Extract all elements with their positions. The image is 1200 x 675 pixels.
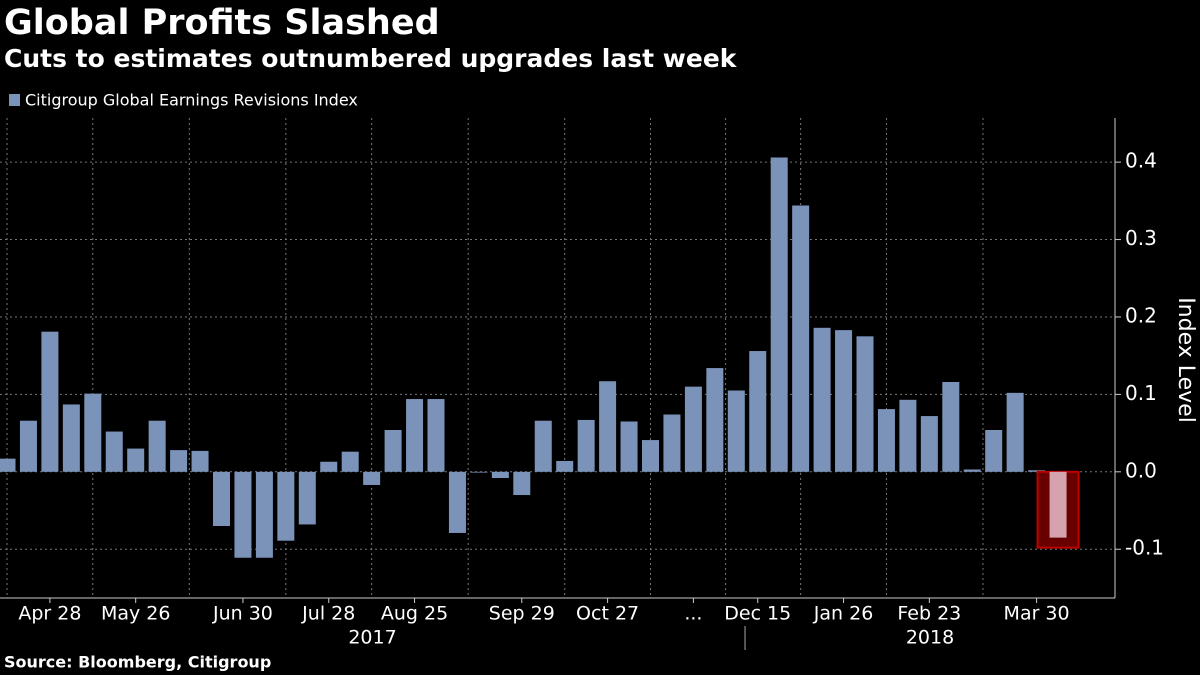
x-tick-label: ... — [684, 603, 702, 625]
x-tick-label: Aug 25 — [381, 603, 448, 625]
bar — [470, 471, 488, 473]
bar — [191, 450, 209, 472]
bar — [448, 471, 466, 533]
bar — [0, 458, 16, 472]
bar — [427, 399, 445, 472]
bar — [813, 327, 831, 472]
y-tick-label: -0.1 — [1125, 536, 1164, 560]
bar — [234, 471, 252, 558]
bar — [406, 399, 424, 472]
bar — [620, 421, 638, 472]
x-tick-label: Apr 28 — [18, 603, 81, 625]
bar — [835, 330, 853, 472]
bar — [534, 420, 552, 472]
bar — [877, 409, 895, 472]
bar — [899, 399, 917, 472]
bar — [599, 381, 617, 472]
x-tick-label: Mar 30 — [1004, 603, 1070, 625]
y-tick-label: 0.4 — [1125, 149, 1157, 173]
legend-label: Citigroup Global Earnings Revisions Inde… — [25, 91, 358, 110]
bar — [491, 471, 509, 478]
y-tick-label: 0.1 — [1125, 381, 1157, 405]
y-axis-label: Index Level — [1173, 297, 1198, 423]
bar — [148, 420, 166, 472]
x-tick-label: Oct 27 — [576, 603, 639, 625]
bar — [384, 430, 402, 472]
bar — [1049, 471, 1067, 538]
y-tick-label: 0.2 — [1125, 303, 1157, 327]
bar — [985, 430, 1003, 472]
year-label: 2018 — [906, 627, 954, 649]
bar — [19, 420, 37, 472]
source: Source: Bloomberg, Citigroup — [4, 653, 271, 672]
bar — [706, 368, 724, 472]
bar — [341, 451, 359, 472]
x-tick-label: May 26 — [101, 603, 171, 625]
bar — [963, 469, 981, 472]
x-tick-label: Dec 15 — [724, 603, 791, 625]
bar — [127, 448, 145, 472]
bar — [170, 450, 188, 472]
bar — [792, 205, 810, 472]
x-tick-label: Sep 29 — [489, 603, 555, 625]
bar — [298, 471, 316, 525]
bar — [320, 461, 338, 472]
bar — [213, 471, 230, 526]
bar — [62, 404, 80, 472]
bar — [749, 351, 767, 472]
x-tick-label: Feb 23 — [897, 603, 961, 625]
bar — [663, 414, 681, 472]
bar — [856, 336, 874, 472]
x-tick-label: Jun 30 — [212, 603, 273, 625]
x-tick-label: Jul 28 — [301, 603, 355, 625]
bar — [684, 386, 702, 472]
chart-subtitle: Cuts to estimates outnumbered upgrades l… — [4, 44, 738, 73]
bar — [84, 393, 102, 472]
x-tick-label: Jan 26 — [813, 603, 874, 625]
bar — [255, 471, 273, 558]
chart-title: Global Profits Slashed — [4, 3, 440, 43]
bar — [770, 157, 788, 472]
bar — [1006, 392, 1024, 472]
bar — [920, 416, 938, 472]
bar — [642, 440, 659, 472]
bar — [41, 331, 59, 472]
bar — [942, 382, 960, 472]
bar — [513, 471, 531, 496]
legend-swatch — [9, 94, 20, 106]
bar — [363, 471, 381, 485]
bar — [556, 460, 574, 472]
bar — [277, 471, 295, 541]
bar — [105, 431, 123, 472]
y-tick-label: 0.3 — [1125, 226, 1157, 250]
y-tick-label: 0.0 — [1125, 458, 1157, 482]
year-label: 2017 — [348, 627, 396, 649]
bar — [727, 390, 745, 472]
bar — [577, 419, 595, 472]
